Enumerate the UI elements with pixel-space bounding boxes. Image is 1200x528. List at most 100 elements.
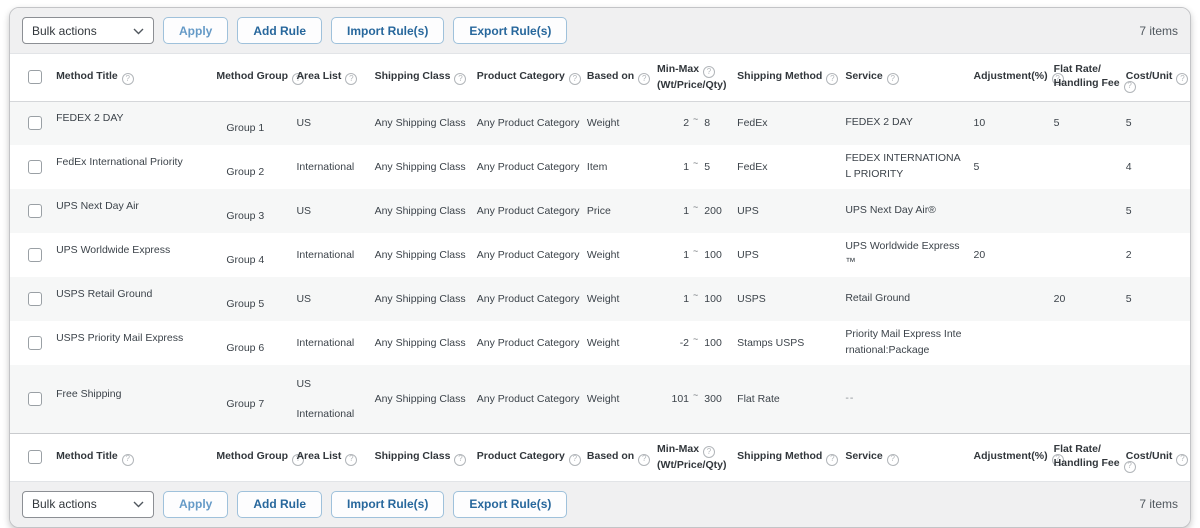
cell-product-category: Any Product Category bbox=[476, 161, 580, 174]
help-icon[interactable]: ? bbox=[886, 73, 899, 86]
cell-flat-rate bbox=[1048, 145, 1120, 189]
bulk-actions-select[interactable]: Bulk actions bbox=[22, 17, 154, 44]
table-row: USPS Priority Mail Express Group 6 Inter… bbox=[10, 321, 1190, 366]
col-based-on: Based on? bbox=[581, 434, 651, 481]
select-all-checkbox-bottom[interactable] bbox=[28, 450, 42, 465]
help-icon[interactable]: ? bbox=[886, 453, 899, 466]
help-icon[interactable]: ? bbox=[826, 73, 839, 86]
select-all-checkbox[interactable] bbox=[28, 70, 42, 85]
cell-flat-rate bbox=[1048, 365, 1120, 434]
col-based-on: Based on? bbox=[581, 54, 651, 101]
cell-based-on: Weight bbox=[586, 393, 620, 406]
row-checkbox[interactable] bbox=[28, 392, 42, 407]
cell-based-on: Weight bbox=[586, 293, 620, 306]
cell-shipping-class: Any Shipping Class bbox=[374, 337, 466, 350]
row-checkbox[interactable] bbox=[28, 336, 42, 351]
help-icon[interactable]: ? bbox=[703, 446, 716, 459]
col-cost-unit: Cost/Unit? bbox=[1120, 434, 1190, 481]
col-adjustment: Adjustment(%)? bbox=[968, 54, 1064, 101]
cell-method-title: USPS Retail Ground bbox=[56, 288, 153, 301]
row-checkbox[interactable] bbox=[28, 292, 42, 307]
help-icon[interactable]: ? bbox=[638, 453, 651, 466]
cell-service: -- bbox=[845, 392, 855, 405]
cell-cost-unit: 4 bbox=[1125, 161, 1132, 174]
help-icon[interactable]: ? bbox=[568, 453, 581, 466]
help-icon[interactable]: ? bbox=[1176, 453, 1189, 466]
cell-area-list: International bbox=[296, 249, 355, 262]
export-rules-button[interactable]: Export Rule(s) bbox=[453, 17, 568, 44]
col-shipping-class: Shipping Class? bbox=[369, 54, 471, 101]
col-flat-rate: Flat Rate/Handling Fee? bbox=[1048, 434, 1136, 481]
help-icon[interactable]: ? bbox=[826, 453, 839, 466]
help-icon[interactable]: ? bbox=[454, 73, 467, 86]
help-icon[interactable]: ? bbox=[1176, 73, 1189, 86]
cell-min-max: 1 ~5 bbox=[683, 158, 711, 174]
cell-method-group: Group 5 bbox=[226, 298, 265, 311]
bulk-actions-select-bottom[interactable]: Bulk actions bbox=[22, 490, 154, 518]
cell-adjustment bbox=[968, 189, 1048, 233]
cell-adjustment bbox=[968, 321, 1048, 365]
row-checkbox[interactable] bbox=[28, 204, 42, 219]
col-adjustment: Adjustment(%)? bbox=[968, 434, 1064, 481]
help-icon[interactable]: ? bbox=[1051, 453, 1064, 466]
help-icon[interactable]: ? bbox=[345, 73, 358, 86]
cell-based-on: Weight bbox=[586, 337, 620, 350]
cell-shipping-method: FedEx bbox=[737, 161, 768, 174]
cell-area-list: International bbox=[296, 161, 355, 174]
items-count: 7 items bbox=[1139, 23, 1178, 38]
cell-shipping-class: Any Shipping Class bbox=[374, 117, 466, 130]
cell-cost-unit bbox=[1120, 365, 1190, 434]
help-icon[interactable]: ? bbox=[292, 453, 305, 466]
cell-min-max: -2 ~100 bbox=[679, 334, 722, 350]
table-row: UPS Next Day Air Group 3 US Any Shipping… bbox=[10, 189, 1190, 234]
table-footer-header-row: Method Title? Method Group? Area List? S… bbox=[10, 433, 1190, 481]
cell-flat-rate bbox=[1048, 233, 1120, 277]
help-icon[interactable]: ? bbox=[292, 73, 305, 86]
cell-flat-rate bbox=[1048, 189, 1120, 233]
help-icon[interactable]: ? bbox=[121, 453, 134, 466]
cell-flat-rate bbox=[1048, 321, 1120, 365]
cell-min-max: 2 ~8 bbox=[683, 114, 711, 130]
cell-method-title: USPS Priority Mail Express bbox=[56, 332, 184, 345]
export-rules-button-bottom[interactable]: Export Rule(s) bbox=[453, 490, 568, 518]
help-icon[interactable]: ? bbox=[121, 73, 134, 86]
table-header-row: Method Title? Method Group? Area List? S… bbox=[10, 54, 1190, 102]
import-rules-button-bottom[interactable]: Import Rule(s) bbox=[331, 490, 445, 518]
help-icon[interactable]: ? bbox=[454, 453, 467, 466]
row-checkbox[interactable] bbox=[28, 116, 42, 131]
help-icon[interactable]: ? bbox=[345, 453, 358, 466]
cell-product-category: Any Product Category bbox=[476, 117, 580, 130]
cell-based-on: Price bbox=[586, 205, 611, 218]
help-icon[interactable]: ? bbox=[638, 73, 651, 86]
help-icon[interactable]: ? bbox=[568, 73, 581, 86]
cell-method-group: Group 4 bbox=[226, 254, 265, 267]
help-icon[interactable]: ? bbox=[703, 66, 716, 79]
col-product-category: Product Category? bbox=[471, 54, 581, 101]
add-rule-button[interactable]: Add Rule bbox=[237, 17, 323, 44]
col-method-title: Method Title? bbox=[50, 54, 210, 101]
cell-based-on: Weight bbox=[586, 249, 620, 262]
apply-button[interactable]: Apply bbox=[163, 17, 229, 44]
cell-area-list: International bbox=[296, 337, 355, 350]
help-icon[interactable]: ? bbox=[1051, 73, 1064, 86]
table-row: Free Shipping Group 7 US International A… bbox=[10, 365, 1190, 434]
col-flat-rate: Flat Rate/Handling Fee? bbox=[1048, 54, 1136, 101]
import-rules-button[interactable]: Import Rule(s) bbox=[331, 17, 445, 44]
cell-min-max: 1 ~200 bbox=[683, 202, 722, 218]
col-shipping-class: Shipping Class? bbox=[369, 434, 471, 481]
col-area-list: Area List? bbox=[290, 54, 368, 101]
help-icon[interactable]: ? bbox=[1123, 80, 1136, 93]
apply-button-bottom[interactable]: Apply bbox=[163, 490, 229, 518]
row-checkbox[interactable] bbox=[28, 160, 42, 175]
add-rule-button-bottom[interactable]: Add Rule bbox=[237, 490, 323, 518]
row-checkbox[interactable] bbox=[28, 248, 42, 263]
cell-area-list: US bbox=[296, 117, 312, 130]
table-row: FEDEX 2 DAY Group 1 US Any Shipping Clas… bbox=[10, 101, 1190, 146]
cell-cost-unit: 5 bbox=[1125, 293, 1132, 306]
cell-service: Priority Mail Express International:Pack… bbox=[845, 328, 962, 357]
cell-method-title: Free Shipping bbox=[56, 388, 122, 401]
cell-shipping-class: Any Shipping Class bbox=[374, 205, 466, 218]
help-icon[interactable]: ? bbox=[1123, 460, 1136, 473]
col-min-max: Min-Max? (Wt/Price/Qty) bbox=[657, 443, 727, 472]
cell-cost-unit bbox=[1120, 321, 1190, 365]
